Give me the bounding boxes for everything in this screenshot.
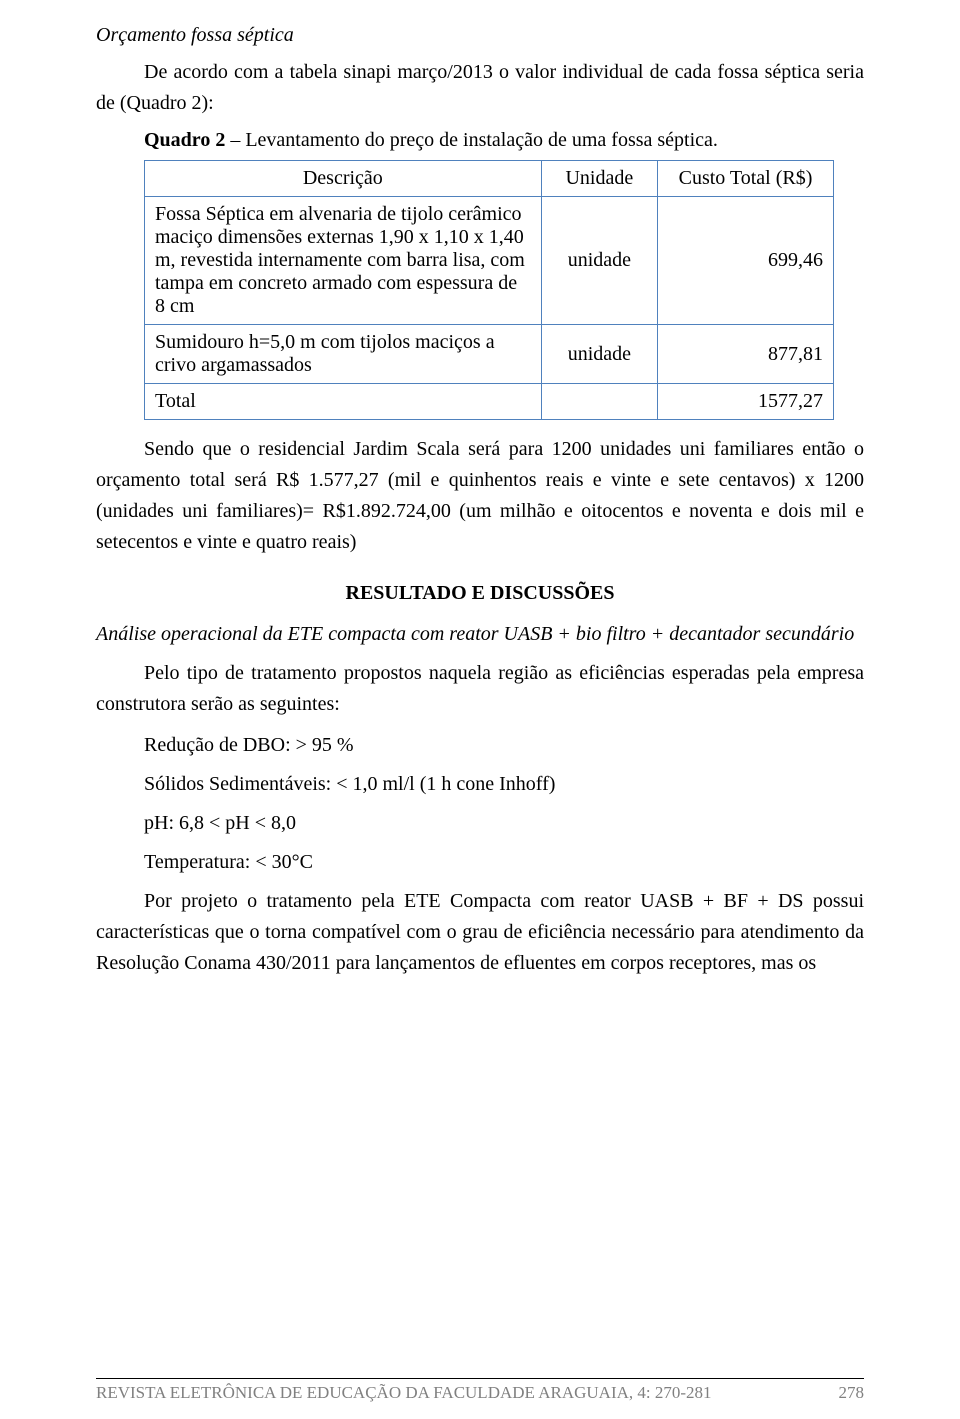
cell-cost-2: 877,81 <box>658 325 834 384</box>
section-title-orcamento: Orçamento fossa séptica <box>96 24 864 47</box>
cell-desc-1: Fossa Séptica em alvenaria de tijolo cer… <box>145 197 542 325</box>
col-descricao: Descrição <box>145 161 542 197</box>
footer-page: 278 <box>839 1383 865 1403</box>
table-row: Fossa Séptica em alvenaria de tijolo cer… <box>145 197 834 325</box>
budget-table: Descrição Unidade Custo Total (R$) Fossa… <box>144 160 834 420</box>
cell-desc-2: Sumidouro h=5,0 m com tijolos maciços a … <box>145 325 542 384</box>
table-caption: Quadro 2 – Levantamento do preço de inst… <box>144 129 864 152</box>
cell-total-unit <box>541 384 657 420</box>
col-unidade: Unidade <box>541 161 657 197</box>
result-line-4: Temperatura: < 30°C <box>144 847 864 878</box>
closing-paragraph: Por projeto o tratamento pela ETE Compac… <box>96 886 864 979</box>
cell-unit-1: unidade <box>541 197 657 325</box>
caption-prefix: Quadro 2 <box>144 129 225 151</box>
table-header-row: Descrição Unidade Custo Total (R$) <box>145 161 834 197</box>
intro-paragraph: De acordo com a tabela sinapi março/2013… <box>96 57 864 119</box>
results-intro: Pelo tipo de tratamento propostos naquel… <box>96 658 864 720</box>
footer: REVISTA ELETRÔNICA DE EDUCAÇÃO DA FACULD… <box>96 1378 864 1403</box>
footer-journal: REVISTA ELETRÔNICA DE EDUCAÇÃO DA FACULD… <box>96 1383 712 1403</box>
col-custo: Custo Total (R$) <box>658 161 834 197</box>
subhead-analise: Análise operacional da ETE compacta com … <box>96 623 864 646</box>
result-line-3: pH: 6,8 < pH < 8,0 <box>144 808 864 839</box>
cell-total-value: 1577,27 <box>658 384 834 420</box>
cell-cost-1: 699,46 <box>658 197 834 325</box>
cell-unit-2: unidade <box>541 325 657 384</box>
caption-rest: – Levantamento do preço de instalação de… <box>225 129 718 151</box>
result-line-1: Redução de DBO: > 95 % <box>144 730 864 761</box>
post-table-paragraph: Sendo que o residencial Jardim Scala ser… <box>96 434 864 558</box>
result-line-2: Sólidos Sedimentáveis: < 1,0 ml/l (1 h c… <box>144 769 864 800</box>
table-row: Sumidouro h=5,0 m com tijolos maciços a … <box>145 325 834 384</box>
heading-resultado: RESULTADO E DISCUSSÕES <box>96 582 864 605</box>
cell-total-label: Total <box>145 384 542 420</box>
table-total-row: Total 1577,27 <box>145 384 834 420</box>
